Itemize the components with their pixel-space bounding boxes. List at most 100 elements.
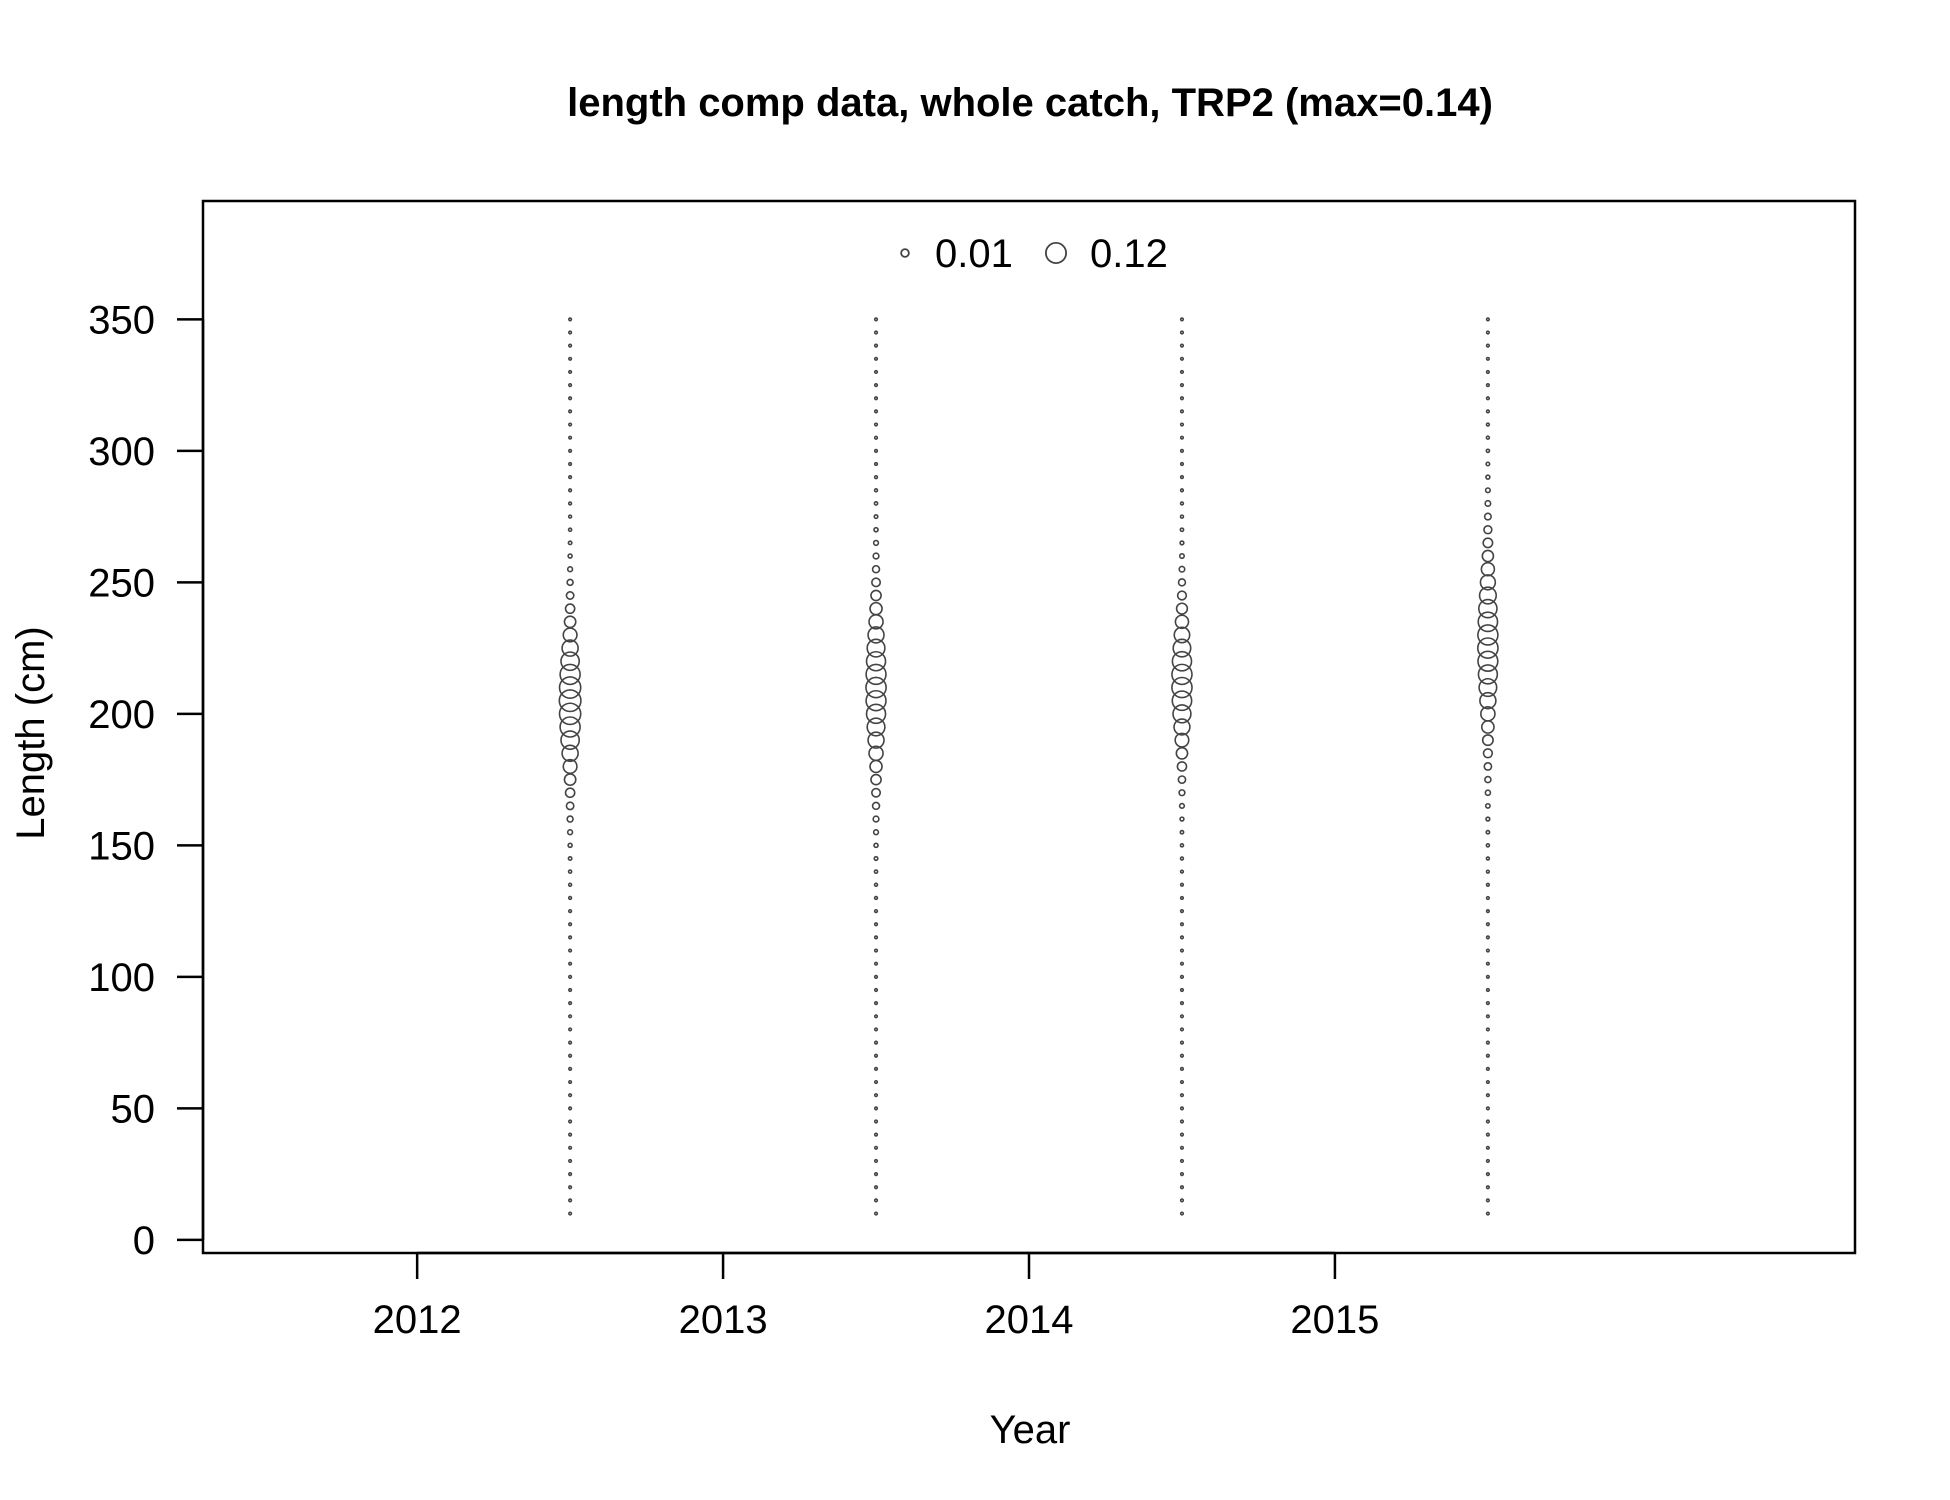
bubble-point	[873, 1198, 879, 1203]
bubble-point	[873, 396, 879, 401]
bubble-point	[873, 1211, 879, 1216]
bubble-point	[563, 773, 577, 787]
bubble-point	[558, 689, 582, 713]
bubble-point	[568, 317, 573, 322]
bubble-point	[1173, 718, 1191, 736]
bubble-point	[1485, 396, 1491, 401]
bubble-point	[1172, 638, 1192, 658]
bubble-point	[1176, 590, 1188, 601]
bubble-point	[1485, 422, 1491, 427]
bubble-point	[568, 1014, 573, 1019]
bubble-point	[1177, 578, 1187, 587]
bubble-point	[1173, 626, 1191, 644]
bubble-point	[1179, 1001, 1185, 1006]
bubble-point	[563, 615, 577, 629]
bubble-point	[1179, 1145, 1185, 1150]
bubble-point	[865, 650, 887, 672]
bubble-point	[1179, 948, 1185, 953]
y-axis: 0 50 100 150 200 250 300 350	[88, 298, 205, 1263]
bubble-point	[1479, 691, 1497, 710]
bubble-point	[873, 369, 879, 375]
bubble-point	[1176, 761, 1188, 772]
bubble-point	[1179, 461, 1185, 467]
bubble-point	[1179, 1066, 1185, 1071]
bubble-point	[558, 676, 582, 699]
bubble-point	[873, 330, 879, 335]
bubble-point	[871, 787, 882, 798]
bubble-point	[870, 589, 882, 602]
bubble-point	[873, 1040, 879, 1045]
bubble-point	[1485, 1066, 1490, 1071]
bubble-point	[565, 801, 575, 811]
bubble-point	[873, 435, 879, 440]
x-tick-label: 2015	[1290, 1298, 1379, 1342]
bubble-point	[1485, 461, 1491, 467]
bubble-point	[568, 435, 573, 440]
bubble-point	[867, 626, 885, 644]
bubble-point	[1485, 1119, 1490, 1124]
bubble-point	[567, 514, 573, 519]
y-tick-label: 0	[133, 1219, 155, 1263]
bubble-point	[567, 895, 573, 901]
bubble-point	[1179, 1198, 1185, 1203]
bubble-point	[1485, 356, 1490, 361]
bubble-point	[873, 948, 879, 953]
bubble-point	[568, 448, 573, 453]
bubble-point	[568, 948, 573, 953]
bubble-point	[873, 343, 879, 348]
bubble-point	[567, 501, 573, 506]
bubble-point	[1179, 488, 1185, 493]
bubble-point	[1477, 650, 1499, 672]
bubble-point	[1179, 1106, 1185, 1111]
bubble-point	[1485, 987, 1490, 993]
bubble-point	[560, 730, 581, 751]
bubble-point	[1179, 514, 1185, 519]
legend-marker	[1045, 241, 1068, 264]
bubble-point	[1179, 1014, 1185, 1019]
bubble-point	[873, 409, 879, 414]
bubble-point	[1179, 1093, 1185, 1098]
bubble-point	[568, 1001, 573, 1006]
bubble-point	[568, 422, 573, 427]
bubble-point	[1179, 435, 1185, 440]
bubble-point	[1179, 895, 1185, 901]
bubble-point	[873, 526, 879, 533]
bubble-point	[1179, 1079, 1185, 1085]
bubble-point	[1477, 611, 1499, 633]
bubble-point	[1482, 748, 1494, 759]
x-axis-label: Year	[990, 1408, 1071, 1452]
bubble-point	[1175, 602, 1189, 615]
bubble-point	[1485, 435, 1491, 440]
bubble-point	[568, 1053, 573, 1058]
chart-title: length comp data, whole catch, TRP2 (max…	[567, 81, 1493, 125]
bubble-point	[873, 1001, 879, 1006]
bubble-point	[871, 577, 882, 588]
bubble-point	[1179, 540, 1185, 546]
x-tick-label: 2013	[679, 1298, 768, 1342]
bubble-point	[865, 689, 887, 712]
bubble-point	[1485, 1185, 1490, 1190]
bubble-point	[1174, 614, 1190, 630]
bubble-point	[1485, 1040, 1490, 1045]
bubble-point	[873, 1185, 879, 1190]
bubble-point	[1179, 396, 1185, 401]
bubble-point	[872, 829, 880, 836]
bubble-point	[1179, 935, 1185, 940]
y-tick-label: 250	[88, 561, 155, 605]
bubble-point	[869, 759, 883, 774]
bubble-point	[1179, 369, 1185, 375]
x-axis: 2012 2013 2014 2015	[373, 1251, 1379, 1342]
y-tick-label: 100	[88, 956, 155, 1000]
legend: 0.01 0.12	[900, 232, 1168, 276]
bubble-point	[1179, 908, 1185, 914]
bubble-point	[1478, 677, 1498, 698]
bubble-point	[1485, 382, 1491, 388]
bubble-point	[562, 758, 578, 775]
bubble-point	[567, 842, 573, 849]
bubble-point	[1485, 829, 1491, 835]
bubble-point	[1484, 499, 1492, 507]
bubble-point	[567, 869, 573, 875]
bubble-point	[568, 935, 573, 940]
bubble-point	[1484, 802, 1491, 809]
